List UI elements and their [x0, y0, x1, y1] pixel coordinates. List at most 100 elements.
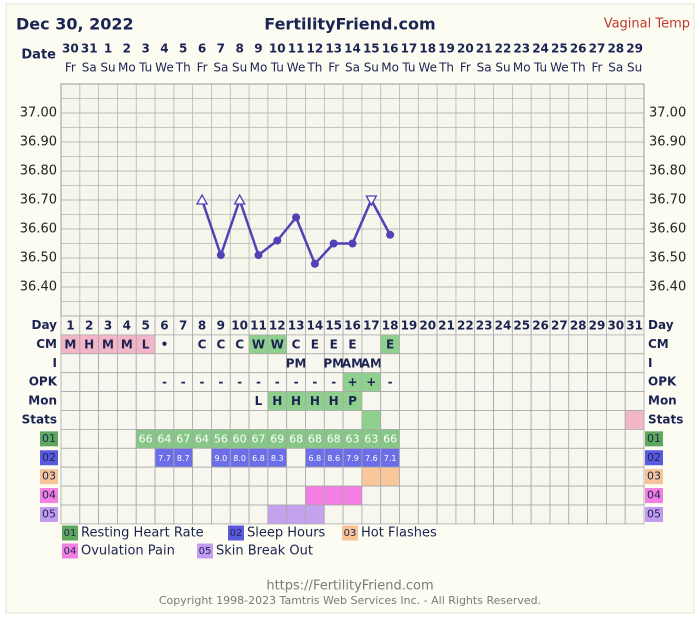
date-label: 30	[62, 42, 79, 56]
cell-text: 7.1	[384, 454, 397, 463]
temp-point	[329, 239, 338, 248]
cell-text: PM	[286, 356, 307, 370]
table-cell	[79, 447, 100, 468]
table-cell	[587, 410, 607, 430]
table-cell	[417, 410, 438, 430]
table-cell	[530, 466, 551, 487]
table-cell	[549, 428, 570, 449]
table-cell	[248, 466, 269, 487]
table-cell	[211, 485, 231, 506]
y-tick-label-right: 36.50	[649, 251, 686, 266]
date-label: 14	[344, 42, 361, 56]
table-cell	[624, 353, 645, 374]
y-tick-label-right: 36.80	[649, 164, 686, 179]
table-cell	[380, 466, 400, 487]
table-cell	[267, 353, 288, 374]
tracker-label-right: 05	[647, 507, 661, 520]
table-cell	[323, 466, 344, 487]
row-label-right: Mon	[648, 394, 677, 408]
table-cell	[511, 485, 532, 506]
legend-label: Resting Heart Rate	[81, 526, 204, 541]
tracker-label-box	[40, 450, 58, 466]
table-cell	[135, 504, 156, 525]
table-cell	[605, 466, 626, 487]
table-cell	[624, 447, 645, 468]
table-cell	[286, 504, 306, 525]
y-tick-label-right: 36.70	[649, 193, 686, 208]
cell-text: C	[198, 337, 207, 351]
legend-box	[62, 525, 78, 541]
table-cell	[342, 410, 363, 430]
table-cell	[211, 353, 231, 374]
table-cell	[455, 504, 476, 525]
table-cell	[624, 372, 645, 393]
table-cell	[455, 447, 476, 468]
table-cell	[117, 447, 137, 468]
weekday-label: Sa	[608, 61, 623, 75]
cell-text: 1	[66, 318, 74, 332]
temp-point	[292, 213, 301, 222]
date-label: 23	[513, 42, 530, 56]
cell-text: 8.6	[327, 454, 340, 463]
table-cell	[399, 353, 419, 374]
cell-text: 7.9	[346, 454, 359, 463]
table-cell	[587, 447, 607, 468]
table-cell	[417, 334, 438, 355]
cell-text: 7.7	[158, 454, 171, 463]
table-cell	[474, 334, 494, 355]
date-label: 17	[401, 42, 418, 56]
table-cell	[568, 353, 588, 374]
weekday-label: Th	[438, 61, 454, 75]
cell-text: +	[366, 375, 376, 389]
table-cell	[455, 334, 476, 355]
table-cell	[135, 410, 156, 430]
legend-label: Hot Flashes	[361, 526, 437, 541]
cell-text: 56	[214, 432, 228, 445]
table-cell	[493, 334, 513, 355]
table-cell	[399, 334, 419, 355]
temp-point-open	[195, 193, 209, 205]
tracker-label-box	[40, 506, 58, 522]
table-cell	[436, 428, 457, 449]
table-cell	[211, 466, 231, 487]
weekday-label: Mo	[381, 61, 399, 75]
table-cell	[117, 391, 137, 411]
cell-text: W	[252, 337, 265, 351]
table-cell	[60, 372, 81, 393]
table-cell	[474, 372, 494, 393]
footer-url: https://FertilityFriend.com	[266, 579, 433, 594]
table-cell	[624, 485, 645, 506]
date-label: 2	[123, 42, 131, 56]
table-cell	[192, 410, 212, 430]
table-cell	[248, 504, 269, 525]
table-cell	[192, 391, 212, 411]
weekday-label: We	[155, 61, 174, 75]
table-cell	[417, 353, 438, 374]
table-cell	[361, 504, 382, 525]
cell-text: 31	[626, 318, 643, 332]
table-cell	[624, 334, 645, 355]
table-cell	[305, 353, 325, 374]
cell-text: -	[218, 375, 223, 389]
table-cell	[587, 466, 607, 487]
table-cell	[342, 504, 363, 525]
row-label-right: I	[648, 356, 652, 370]
table-cell	[342, 485, 363, 506]
date-label: 19	[438, 42, 455, 56]
legend-code: 02	[230, 528, 243, 539]
legend-label: Ovulation Pain	[81, 544, 175, 559]
y-tick-label: 36.40	[20, 280, 57, 295]
table-cell	[60, 485, 81, 506]
cell-text: •	[161, 337, 169, 351]
tracker-label: 01	[42, 432, 56, 445]
row-label: Mon	[28, 394, 57, 408]
table-cell	[399, 410, 419, 430]
weekday-label: Sa	[213, 61, 228, 75]
cell-text: C	[235, 337, 244, 351]
table-cell	[474, 353, 494, 374]
table-cell	[192, 485, 212, 506]
table-cell	[568, 410, 588, 430]
table-cell	[173, 410, 194, 430]
table-cell	[117, 353, 137, 374]
table-cell	[267, 410, 288, 430]
